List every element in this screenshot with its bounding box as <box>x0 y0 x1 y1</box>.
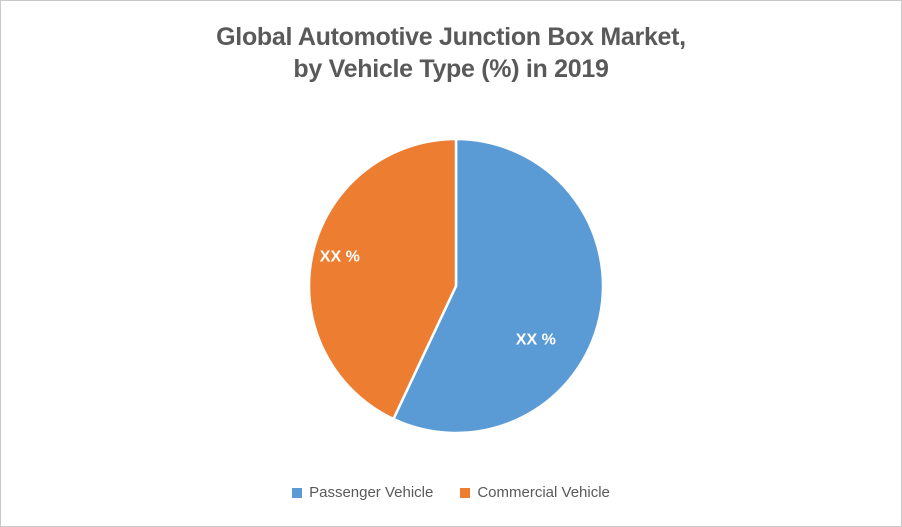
pie-slice-commercial-vehicle <box>307 137 458 421</box>
legend: Passenger Vehicle Commercial Vehicle <box>1 484 901 501</box>
legend-label-commercial-vehicle: Commercial Vehicle <box>477 484 610 501</box>
legend-label-passenger-vehicle: Passenger Vehicle <box>309 484 434 501</box>
legend-item-passenger-vehicle: Passenger Vehicle <box>292 484 433 501</box>
chart-title-line-2: by Vehicle Type (%) in 2019 <box>293 55 609 83</box>
chart-title-line-1: Global Automotive Junction Box Market, <box>216 23 686 51</box>
legend-swatch-commercial-icon <box>460 487 471 498</box>
pie-slice-passenger-vehicle <box>392 137 605 435</box>
data-label-passenger-vehicle: XX % <box>516 331 556 348</box>
legend-swatch-passenger-icon <box>292 487 303 498</box>
chart-title: Global Automotive Junction Box Market, b… <box>1 21 901 85</box>
legend-item-commercial-vehicle: Commercial Vehicle <box>460 484 610 501</box>
data-label-commercial-vehicle: XX % <box>320 249 360 266</box>
